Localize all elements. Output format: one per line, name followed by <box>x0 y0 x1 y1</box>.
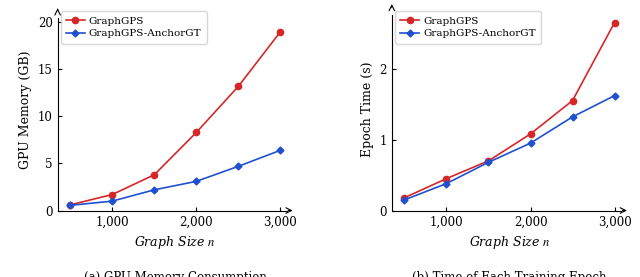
Line: GraphGPS: GraphGPS <box>401 19 618 201</box>
GraphGPS <box>401 196 408 199</box>
GraphGPS-AnchorGT <box>611 94 618 97</box>
GraphGPS <box>150 173 158 176</box>
Line: GraphGPS-AnchorGT: GraphGPS-AnchorGT <box>68 148 283 208</box>
Text: (a) GPU Memory Consumption: (a) GPU Memory Consumption <box>84 271 267 277</box>
GraphGPS <box>276 30 284 34</box>
Y-axis label: Epoch Time (s): Epoch Time (s) <box>361 62 374 157</box>
Y-axis label: GPU Memory (GB): GPU Memory (GB) <box>19 50 32 169</box>
Line: GraphGPS-AnchorGT: GraphGPS-AnchorGT <box>402 93 617 202</box>
GraphGPS-AnchorGT <box>193 180 200 183</box>
GraphGPS <box>67 203 74 207</box>
Legend: GraphGPS, GraphGPS-AnchorGT: GraphGPS, GraphGPS-AnchorGT <box>395 11 541 43</box>
GraphGPS-AnchorGT <box>108 199 116 203</box>
GraphGPS-AnchorGT <box>484 161 492 164</box>
GraphGPS-AnchorGT <box>569 115 577 119</box>
GraphGPS-AnchorGT <box>443 182 451 185</box>
GraphGPS <box>527 132 534 135</box>
GraphGPS-AnchorGT <box>401 198 408 202</box>
X-axis label: Graph Size $n$: Graph Size $n$ <box>468 234 550 251</box>
GraphGPS <box>611 21 618 24</box>
GraphGPS-AnchorGT <box>150 188 158 191</box>
GraphGPS <box>108 193 116 196</box>
X-axis label: Graph Size $n$: Graph Size $n$ <box>134 234 216 251</box>
GraphGPS <box>193 131 200 134</box>
Legend: GraphGPS, GraphGPS-AnchorGT: GraphGPS, GraphGPS-AnchorGT <box>61 11 207 43</box>
Line: GraphGPS: GraphGPS <box>67 29 284 208</box>
GraphGPS <box>443 177 451 180</box>
GraphGPS-AnchorGT <box>527 142 534 145</box>
GraphGPS-AnchorGT <box>67 204 74 207</box>
GraphGPS <box>569 99 577 102</box>
Text: (b) Time of Each Training Epoch: (b) Time of Each Training Epoch <box>412 271 607 277</box>
GraphGPS <box>484 159 492 163</box>
GraphGPS-AnchorGT <box>234 165 242 168</box>
GraphGPS-AnchorGT <box>276 149 284 152</box>
GraphGPS <box>234 85 242 88</box>
